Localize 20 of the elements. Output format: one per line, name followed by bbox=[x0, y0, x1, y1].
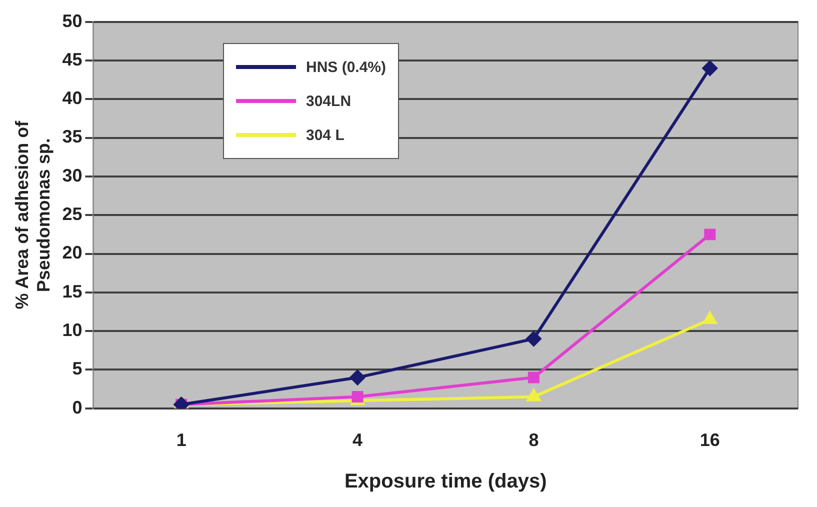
y-tick-label: 40 bbox=[62, 88, 82, 108]
y-tick-label: 35 bbox=[62, 126, 82, 147]
y-tick-label: 10 bbox=[62, 320, 82, 340]
legend-label: HNS (0.4%) bbox=[306, 58, 386, 76]
y-tick-label: 15 bbox=[62, 281, 82, 302]
legend-label: 304 L bbox=[306, 126, 344, 144]
x-axis-title: Exposure time (days) bbox=[344, 470, 547, 493]
x-tick-label: 1 bbox=[176, 430, 186, 450]
y-tick-label: 45 bbox=[62, 49, 82, 70]
x-tick-label: 8 bbox=[528, 430, 539, 450]
y-tick-label: 0 bbox=[72, 397, 82, 418]
x-tick-label: 4 bbox=[352, 430, 363, 450]
x-tick-label: 16 bbox=[700, 430, 720, 450]
legend-label: 304LN bbox=[306, 92, 352, 110]
y-tick-label: 30 bbox=[62, 165, 82, 186]
y-tick-label: 50 bbox=[62, 10, 82, 31]
y-axis-title: % Area of adhesion of Pseudomonas sp. bbox=[12, 120, 54, 310]
y-tick-label: 25 bbox=[62, 204, 82, 224]
y-tick-label: 5 bbox=[72, 358, 82, 379]
y-tick-label: 20 bbox=[62, 242, 82, 263]
